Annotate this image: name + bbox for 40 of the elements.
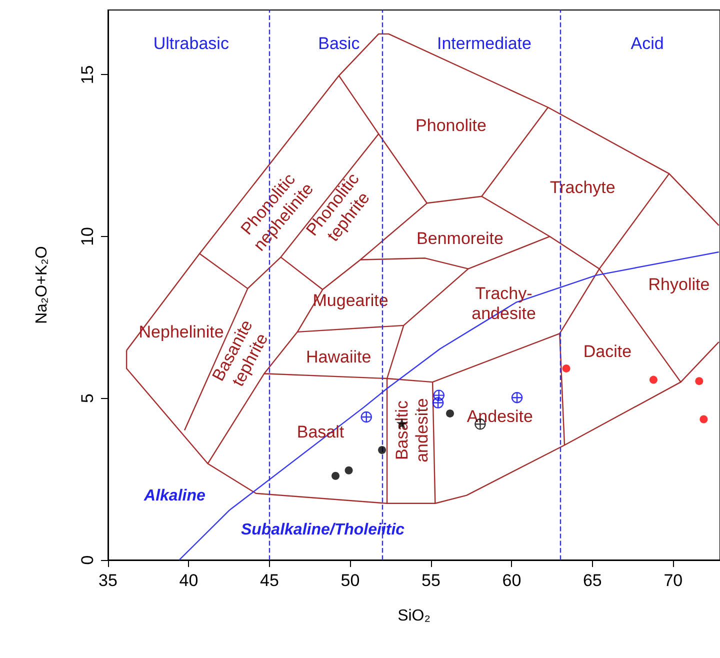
point (432, 397, 444, 408)
point (433, 390, 444, 401)
y-tick-label: 15 (78, 65, 97, 84)
y-tick-label: 0 (78, 555, 97, 565)
point (332, 472, 340, 480)
y-tick-label: 5 (78, 394, 97, 403)
annotation: Subalkaline/Tholeiitic (240, 521, 405, 538)
annotation: Benmoreite (416, 228, 504, 248)
annotation: Andesite (466, 406, 533, 426)
x-tick-label: 35 (98, 571, 118, 590)
point (700, 415, 708, 424)
point (378, 446, 386, 454)
x-tick-label: 60 (502, 571, 522, 590)
x-tick-label: 65 (582, 571, 602, 590)
annotation: Basaltic andesite (392, 398, 432, 462)
x-tick-label: 40 (179, 571, 198, 590)
point (344, 466, 353, 474)
x-tick-label: 50 (340, 571, 360, 590)
point (695, 377, 704, 386)
point (360, 411, 372, 423)
annotation: Rhyolite (648, 274, 710, 294)
annotation: Phonolite (416, 116, 486, 135)
annotation: Ultrabasic (153, 34, 230, 54)
point (649, 376, 658, 384)
x-tick-label: 45 (260, 571, 279, 590)
annotation: Dacite (583, 342, 632, 361)
point (562, 364, 570, 372)
annotation: Basic (318, 34, 360, 54)
annotation: Alkaline (143, 487, 206, 504)
annotation: Intermediate (436, 34, 532, 54)
y-tick-label: 10 (78, 227, 97, 246)
annotation: Hawaiite (306, 348, 372, 367)
x-axis-title: SiO₂ (398, 608, 430, 624)
annotation: Trachyte (550, 178, 616, 198)
y-axis-title: Na₂O+K₂O (34, 246, 50, 324)
point (511, 392, 523, 404)
x-tick-label: 55 (421, 571, 440, 590)
x-tick-label: 70 (664, 571, 683, 590)
annotation: Acid (630, 34, 664, 54)
point (446, 409, 454, 418)
